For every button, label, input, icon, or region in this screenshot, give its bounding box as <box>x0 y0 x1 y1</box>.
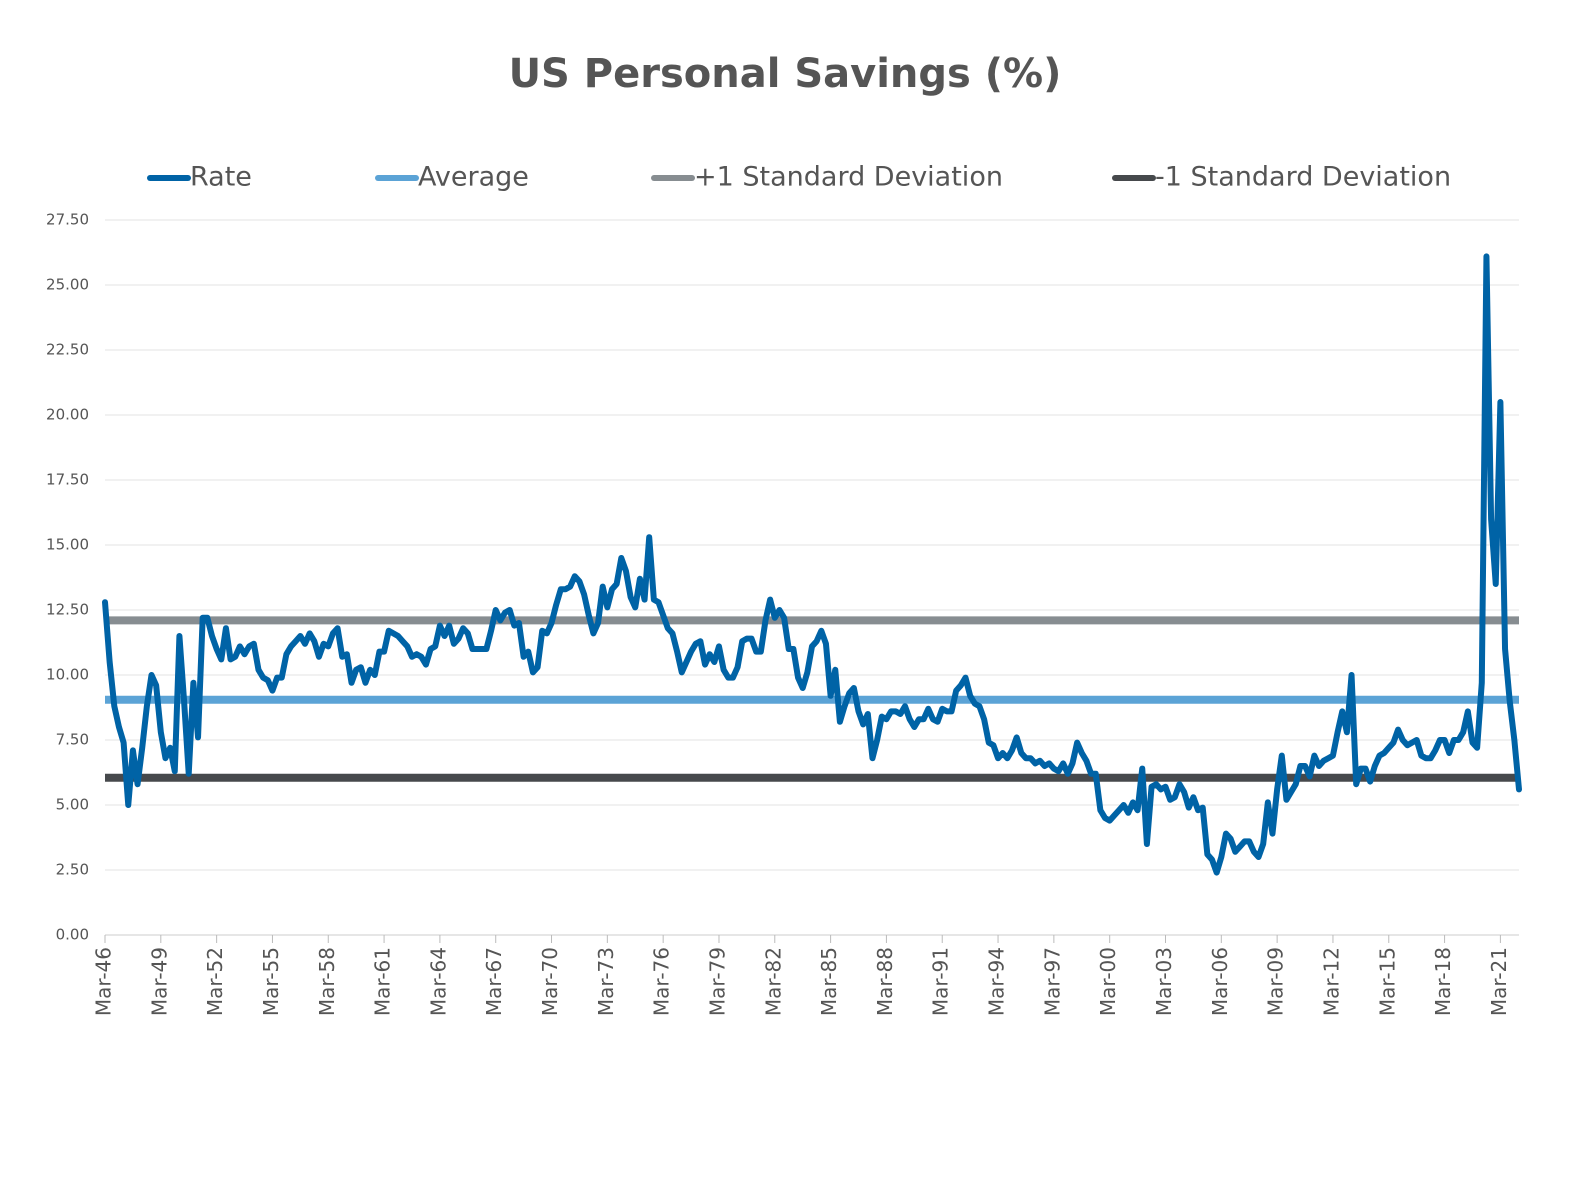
y-tick-label: 0.00 <box>56 926 89 944</box>
x-tick-label: Mar-09 <box>1264 947 1288 1016</box>
legend-label: Average <box>418 162 529 193</box>
x-tick-label: Mar-97 <box>1040 947 1064 1016</box>
x-tick-label: Mar-67 <box>482 947 506 1016</box>
x-tick-label: Mar-15 <box>1375 947 1399 1016</box>
legend-label: Rate <box>190 162 252 193</box>
x-tick-label: Mar-03 <box>1152 947 1176 1016</box>
y-tick-label: 20.00 <box>46 406 89 424</box>
x-tick-label: Mar-64 <box>426 947 450 1016</box>
legend-label: -1 Standard Deviation <box>1155 162 1451 193</box>
x-tick-label: Mar-12 <box>1319 947 1343 1016</box>
x-tick-label: Mar-58 <box>315 947 339 1016</box>
x-tick-label: Mar-88 <box>873 947 897 1016</box>
y-tick-label: 7.50 <box>56 731 89 749</box>
chart-title: US Personal Savings (%) <box>509 51 1062 97</box>
x-tick-label: Mar-52 <box>203 947 227 1016</box>
x-tick-label: Mar-85 <box>817 947 841 1016</box>
x-tick-label: Mar-21 <box>1487 947 1511 1016</box>
x-tick-label: Mar-46 <box>92 947 116 1016</box>
x-tick-label: Mar-18 <box>1431 947 1455 1016</box>
y-tick-label: 10.00 <box>46 666 89 684</box>
y-tick-label: 15.00 <box>46 536 89 554</box>
y-tick-label: 27.50 <box>46 211 89 229</box>
data-line <box>102 253 1522 876</box>
x-tick-label: Mar-55 <box>259 947 283 1016</box>
x-tick-label: Mar-91 <box>929 947 953 1016</box>
y-tick-label: 5.00 <box>56 796 89 814</box>
x-tick-label: Mar-49 <box>147 947 171 1016</box>
y-tick-label: 22.50 <box>46 341 89 359</box>
x-tick-label: Mar-00 <box>1096 947 1120 1016</box>
x-tick-label: Mar-70 <box>538 947 562 1016</box>
y-tick-label: 2.50 <box>56 861 89 879</box>
y-tick-label: 25.00 <box>46 276 89 294</box>
x-tick-label: Mar-06 <box>1208 947 1232 1016</box>
x-tick-label: Mar-82 <box>761 947 785 1016</box>
x-tick-label: Mar-73 <box>594 947 618 1016</box>
x-tick-label: Mar-76 <box>650 947 674 1016</box>
legend-label: +1 Standard Deviation <box>694 162 1003 193</box>
x-tick-label: Mar-61 <box>371 947 395 1016</box>
x-tick-label: Mar-94 <box>985 947 1009 1016</box>
y-tick-label: 17.50 <box>46 471 89 489</box>
y-tick-label: 12.50 <box>46 601 89 619</box>
x-tick-label: Mar-79 <box>705 947 729 1016</box>
